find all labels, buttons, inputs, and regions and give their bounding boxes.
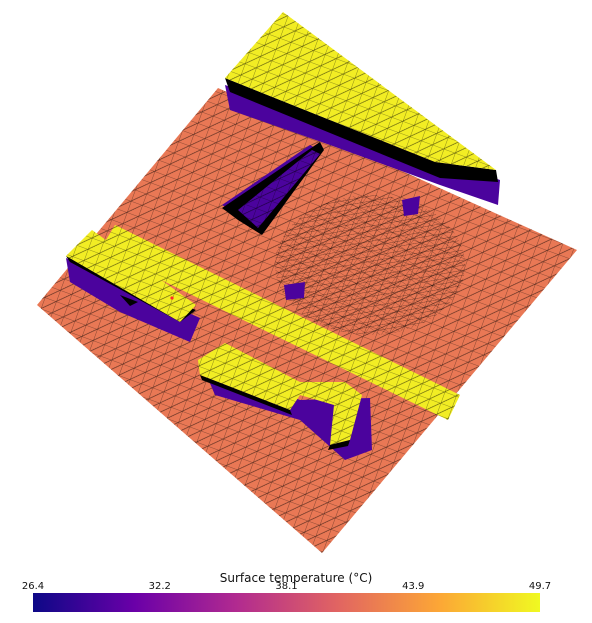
building-west <box>66 230 196 322</box>
colorbar <box>33 593 540 612</box>
colorbar-title: Surface temperature (°C) <box>219 571 373 585</box>
building-south <box>198 343 362 450</box>
colorbar-tick-label: 38.1 <box>275 581 298 592</box>
hot-surface-strip <box>100 225 460 420</box>
building-central <box>222 142 324 235</box>
colorbar-tick-label: 43.9 <box>402 581 425 592</box>
building-north <box>225 12 498 182</box>
colorbar-tick-label: 49.7 <box>528 581 552 592</box>
colorbar-tick-label: 26.4 <box>21 581 45 592</box>
colorbar-tick-label: 32.2 <box>148 581 171 592</box>
